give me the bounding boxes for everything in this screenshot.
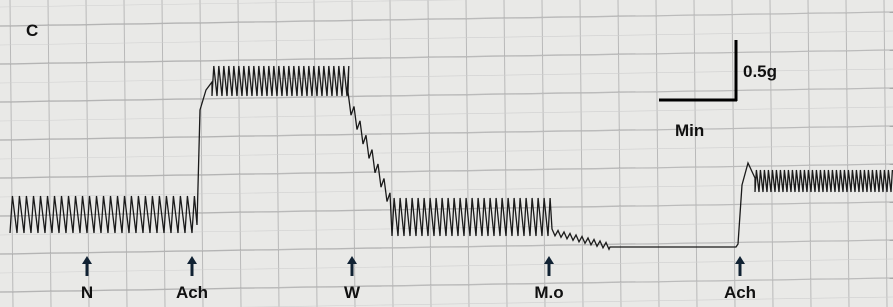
marker-label: W xyxy=(344,283,361,302)
panel-label: C xyxy=(26,21,38,40)
scale-time-label: Min xyxy=(675,121,704,140)
marker-label: Ach xyxy=(724,283,756,302)
marker-label: M.o xyxy=(534,283,563,302)
scale-force-label: 0.5g xyxy=(743,62,777,81)
marker-label: N xyxy=(81,283,93,302)
marker-label: Ach xyxy=(176,283,208,302)
recording: 0.5g Min C N Ach W M.o Ach xyxy=(0,0,893,307)
